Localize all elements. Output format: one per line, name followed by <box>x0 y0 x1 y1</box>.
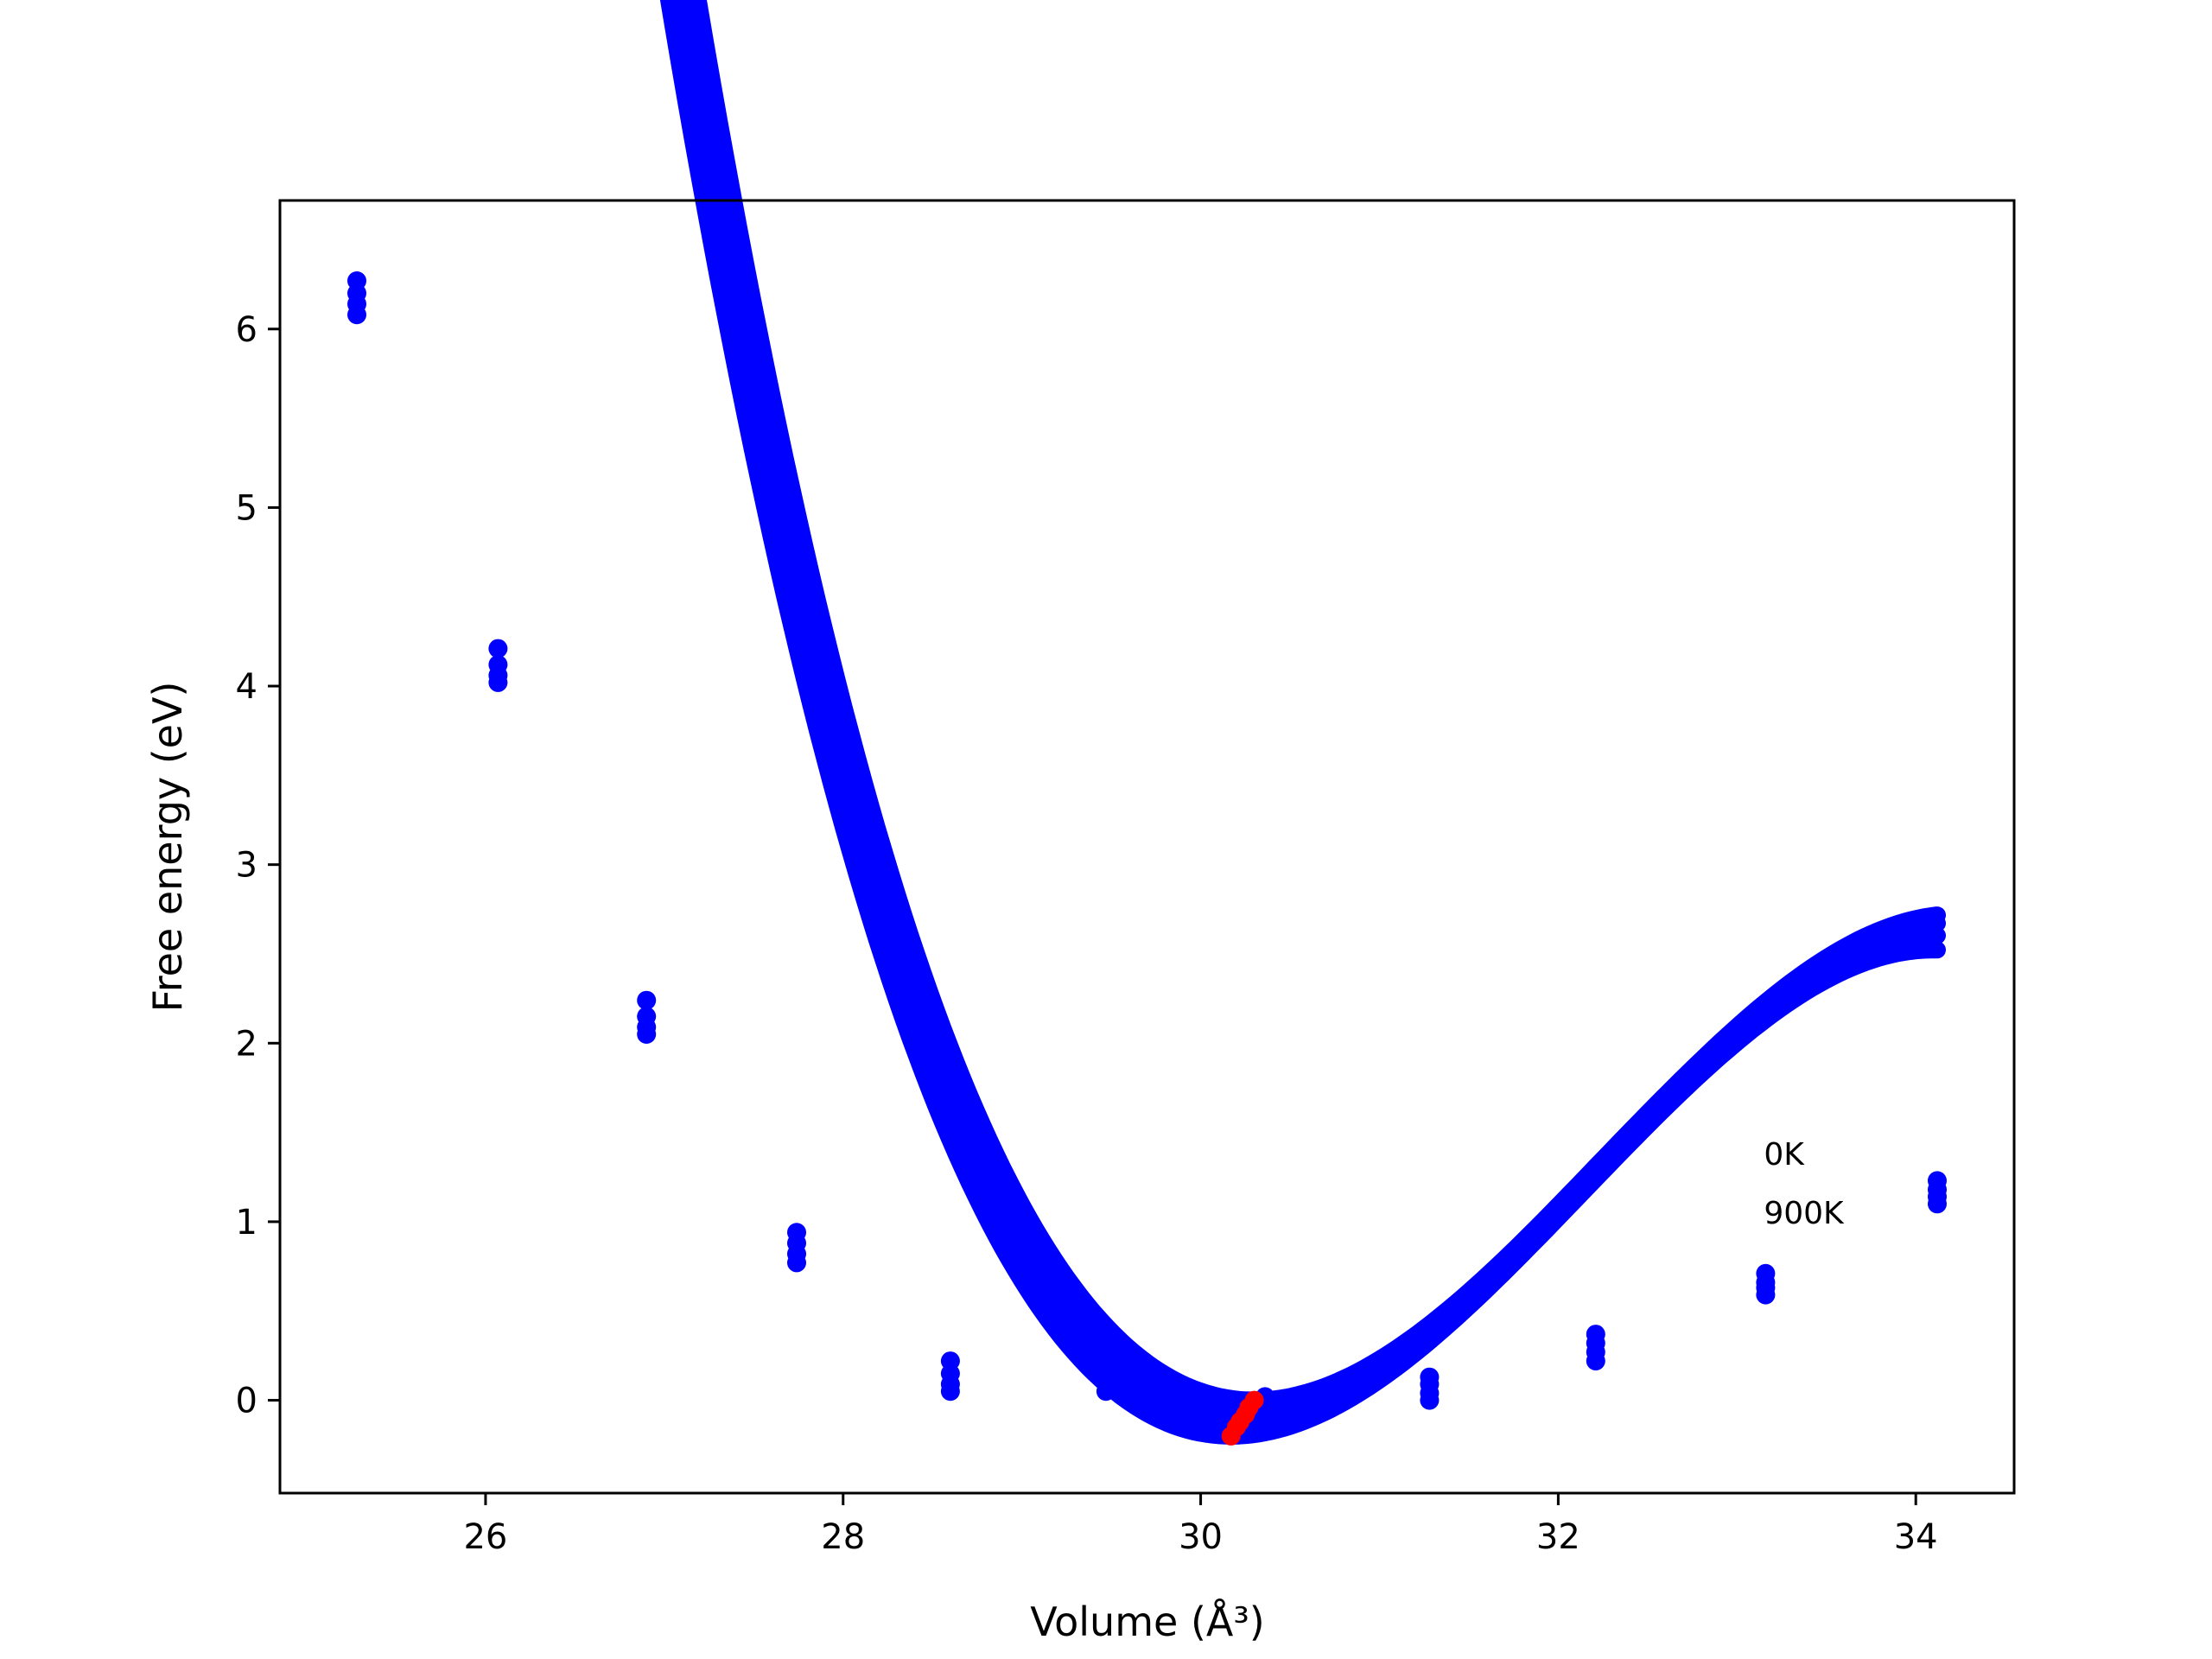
x-axis-ticks: 26 28 30 32 34 <box>463 1493 1938 1557</box>
plot-background <box>280 200 2014 1493</box>
y-tick-label-3: 3 <box>236 846 257 886</box>
data-point-300K-5 <box>1096 1351 1116 1371</box>
minimum-point-5 <box>1244 1390 1264 1410</box>
x-tick-label-30: 30 <box>1179 1517 1223 1557</box>
annotations: 0K 900K <box>1764 1137 1845 1231</box>
data-point-900K-8 <box>1586 1351 1605 1371</box>
y-tick-label-6: 6 <box>236 310 257 350</box>
data-point-0K-5 <box>1096 1337 1116 1357</box>
x-tick-label-34: 34 <box>1894 1517 1938 1557</box>
y-tick-label-2: 2 <box>236 1024 257 1064</box>
annotation-0: 0K <box>1764 1137 1805 1173</box>
data-point-0K-2 <box>637 990 657 1010</box>
y-axis-label: Free energy (eV) <box>144 682 191 1013</box>
data-point-900K-4 <box>940 1382 960 1402</box>
data-point-900K-10 <box>1928 1194 1947 1214</box>
data-point-900K-1 <box>488 672 508 692</box>
minima-layer <box>1221 1390 1264 1446</box>
data-point-900K-7 <box>1420 1390 1440 1410</box>
data-point-900K-5 <box>1096 1382 1116 1402</box>
data-point-900K-0 <box>347 305 366 325</box>
data-point-900K-6 <box>1255 1412 1275 1432</box>
series-line-900K <box>659 0 1946 1445</box>
plot-frame <box>278 199 2016 1495</box>
x-axis-label: Volume (Å³) <box>1030 1599 1265 1645</box>
data-point-0K-1 <box>488 639 508 658</box>
series-layer <box>659 0 1946 1445</box>
y-tick-label-0: 0 <box>236 1382 257 1421</box>
x-tick-label-28: 28 <box>821 1517 865 1557</box>
annotation-1: 900K <box>1764 1196 1845 1231</box>
data-point-900K-3 <box>787 1253 806 1273</box>
data-point-900K-2 <box>637 1025 657 1044</box>
y-tick-label-4: 4 <box>236 667 257 707</box>
y-axis-ticks: 0 1 2 3 4 5 6 <box>236 310 280 1421</box>
x-tick-label-26: 26 <box>463 1517 507 1557</box>
data-point-900K-9 <box>1756 1285 1776 1305</box>
x-tick-label-32: 32 <box>1536 1517 1580 1557</box>
y-tick-label-1: 1 <box>236 1203 257 1243</box>
y-tick-label-5: 5 <box>236 488 257 528</box>
